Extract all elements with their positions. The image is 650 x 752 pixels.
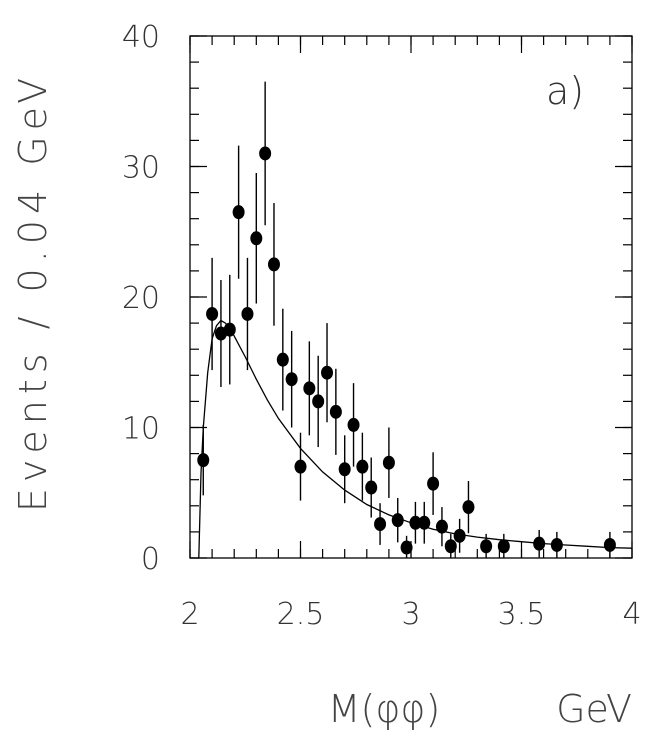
x-tick-labels: 2 2.5 3 3.5 4: [180, 597, 641, 632]
data-point: [382, 455, 395, 470]
x-tick-label: 2: [180, 597, 199, 632]
data-point: [427, 476, 440, 491]
data-point: [347, 417, 360, 432]
data-point: [453, 528, 466, 543]
data-point: [435, 519, 448, 534]
data-point: [276, 352, 289, 367]
x-tick-label: 3.5: [498, 597, 546, 632]
data-point: [365, 480, 378, 495]
data-point: [400, 540, 413, 555]
data-point: [338, 462, 351, 477]
data-point: [418, 515, 431, 530]
data-point: [321, 365, 334, 380]
x-axis-unit: GeV: [556, 687, 632, 731]
x-tick-label: 3: [401, 597, 420, 632]
x-tick-label: 2.5: [277, 597, 325, 632]
panel-label: a): [546, 69, 584, 113]
data-points: [197, 146, 616, 555]
data-point: [550, 537, 563, 552]
y-tick-label: 40: [122, 20, 160, 55]
data-point: [285, 372, 298, 387]
data-point: [206, 306, 219, 321]
data-point: [356, 459, 369, 474]
x-tick-label: 4: [622, 597, 641, 632]
data-point: [533, 536, 546, 551]
data-point: [603, 537, 616, 552]
x-axis-label: M(φφ): [328, 687, 441, 731]
data-point: [259, 146, 272, 161]
data-point: [303, 381, 316, 396]
data-point: [374, 517, 387, 532]
data-point: [444, 539, 457, 554]
data-point: [312, 394, 325, 409]
data-point: [250, 231, 263, 246]
data-point: [223, 322, 236, 337]
y-tick-label: 20: [122, 281, 160, 316]
data-point: [329, 404, 342, 419]
major-ticks: [189, 35, 633, 559]
data-point: [391, 513, 404, 528]
data-point: [241, 306, 254, 321]
data-point: [197, 453, 210, 468]
y-tick-label: 10: [122, 412, 160, 447]
data-point: [480, 539, 493, 554]
data-point: [232, 205, 245, 220]
data-point: [497, 539, 510, 554]
y-tick-label: 30: [122, 151, 160, 186]
fit-curve: [198, 319, 633, 559]
y-axis-label: Events / 0.04 GeV: [11, 72, 55, 512]
y-tick-labels: 0 10 20 30 40: [122, 20, 160, 577]
y-tick-label: 0: [141, 542, 160, 577]
data-point: [267, 257, 280, 272]
data-point: [409, 515, 422, 530]
data-point: [462, 500, 475, 515]
data-point: [294, 459, 307, 474]
